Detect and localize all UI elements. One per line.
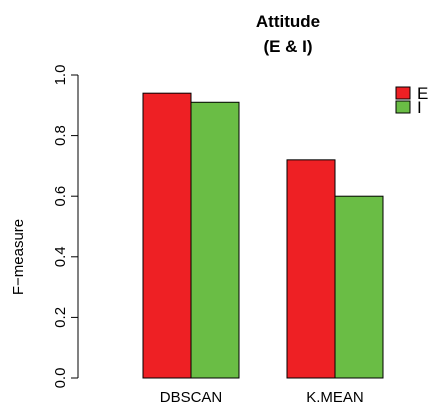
y-axis-label: F−measure [10,219,27,295]
legend-label-E: E [417,84,428,103]
y-tick-label: 0.0 [52,368,69,389]
chart-subtitle: (E & I) [263,37,312,56]
legend-label-I: I [417,98,422,117]
y-tick-label: 0.2 [52,307,69,328]
x-category-label: DBSCAN [160,389,223,406]
chart-title: Attitude [256,12,320,31]
legend: EI [395,84,428,117]
bar-I-DBSCAN [190,101,240,379]
x-category-label: K.MEAN [306,389,364,406]
bar-E-DBSCAN [142,92,192,379]
bars [142,92,384,379]
y-axis-ticks: 0.0 0.2 0.4 0.6 0.8 1.0 [52,65,78,389]
x-axis-labels: DBSCAN K.MEAN [160,389,364,406]
legend-swatch-E [395,86,411,100]
bar-I-K.MEAN [334,195,384,379]
y-tick-label: 0.6 [52,186,69,207]
y-tick-label: 1.0 [52,65,69,86]
bar-E-K.MEAN [286,159,336,379]
y-tick-label: 0.4 [52,246,69,267]
legend-swatch-I [395,100,411,114]
y-tick-label: 0.8 [52,125,69,146]
